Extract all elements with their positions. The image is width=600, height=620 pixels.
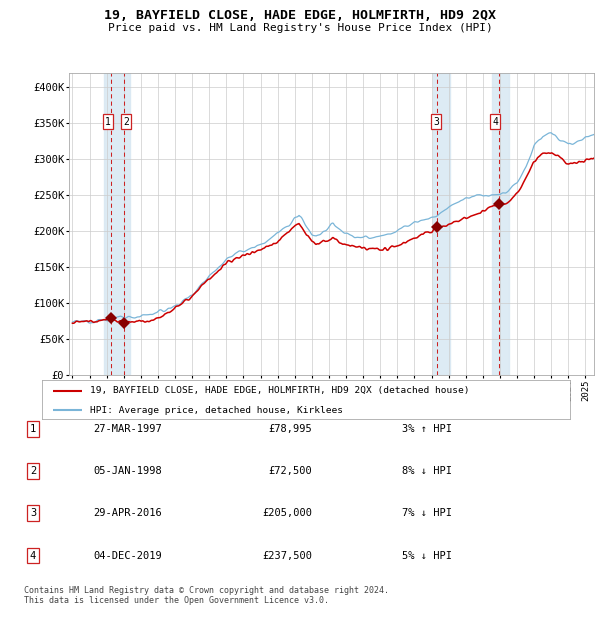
- Text: 19, BAYFIELD CLOSE, HADE EDGE, HOLMFIRTH, HD9 2QX (detached house): 19, BAYFIELD CLOSE, HADE EDGE, HOLMFIRTH…: [89, 386, 469, 396]
- Text: £78,995: £78,995: [268, 424, 312, 434]
- Text: 3: 3: [433, 117, 439, 126]
- Text: 05-JAN-1998: 05-JAN-1998: [93, 466, 162, 476]
- Text: 1: 1: [30, 424, 36, 434]
- Bar: [492, 73, 509, 375]
- Text: £205,000: £205,000: [262, 508, 312, 518]
- Text: £72,500: £72,500: [268, 466, 312, 476]
- Text: 5% ↓ HPI: 5% ↓ HPI: [402, 551, 452, 560]
- Text: HPI: Average price, detached house, Kirklees: HPI: Average price, detached house, Kirk…: [89, 405, 343, 415]
- Text: 19, BAYFIELD CLOSE, HADE EDGE, HOLMFIRTH, HD9 2QX: 19, BAYFIELD CLOSE, HADE EDGE, HOLMFIRTH…: [104, 9, 496, 22]
- Text: £237,500: £237,500: [262, 551, 312, 560]
- Text: 27-MAR-1997: 27-MAR-1997: [93, 424, 162, 434]
- Text: 3% ↑ HPI: 3% ↑ HPI: [402, 424, 452, 434]
- Text: 2: 2: [30, 466, 36, 476]
- Text: 1: 1: [105, 117, 111, 126]
- Text: 29-APR-2016: 29-APR-2016: [93, 508, 162, 518]
- Text: 04-DEC-2019: 04-DEC-2019: [93, 551, 162, 560]
- Text: 2: 2: [124, 117, 129, 126]
- Text: 4: 4: [492, 117, 498, 126]
- Text: 8% ↓ HPI: 8% ↓ HPI: [402, 466, 452, 476]
- Text: 7% ↓ HPI: 7% ↓ HPI: [402, 508, 452, 518]
- Bar: [433, 73, 451, 375]
- Text: Contains HM Land Registry data © Crown copyright and database right 2024.
This d: Contains HM Land Registry data © Crown c…: [24, 586, 389, 605]
- Bar: [104, 73, 130, 375]
- Text: Price paid vs. HM Land Registry's House Price Index (HPI): Price paid vs. HM Land Registry's House …: [107, 23, 493, 33]
- Text: 4: 4: [30, 551, 36, 560]
- Text: 3: 3: [30, 508, 36, 518]
